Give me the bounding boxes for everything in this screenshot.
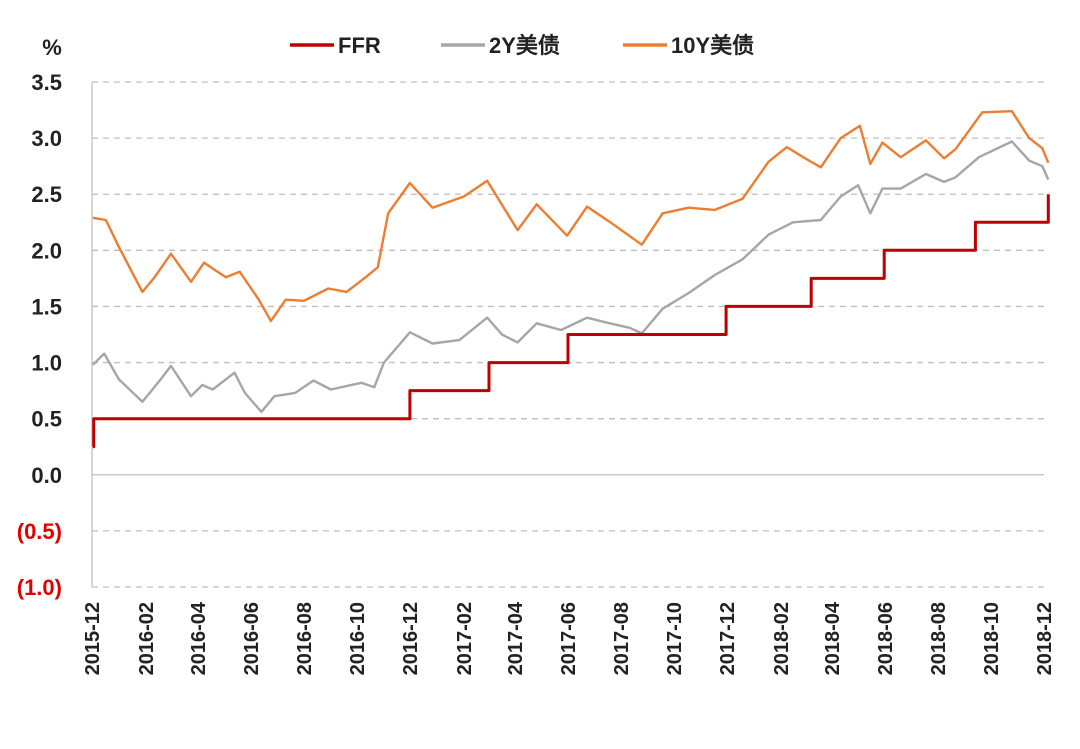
series-line-10y <box>92 110 1050 323</box>
x-tick-label: 2018-04 <box>822 601 844 675</box>
x-tick-label: 2017-12 <box>717 602 739 675</box>
x-tick-label: 2017-06 <box>558 602 580 675</box>
x-tick-label: 2016-04 <box>188 601 210 675</box>
x-tick-label: 2018-06 <box>875 602 897 675</box>
y-tick-label: (0.5) <box>17 519 62 544</box>
y-tick-label: 2.0 <box>31 238 62 263</box>
x-tick-label: 2017-10 <box>664 602 686 675</box>
series-lines <box>92 110 1050 449</box>
y-tick-label: 0.0 <box>31 463 62 488</box>
x-tick-label: 2017-02 <box>454 602 476 675</box>
legend-label: FFR <box>338 33 381 58</box>
legend-label: 10Y美债 <box>671 33 754 58</box>
x-tick-label: 2016-12 <box>400 602 422 675</box>
y-tick-label: 1.0 <box>31 351 62 376</box>
series-line-2y <box>92 140 1050 414</box>
y-tick-label: 2.5 <box>31 182 62 207</box>
series-line-ffr <box>92 194 1050 449</box>
legend: FFR 2Y美债 10Y美债 <box>290 33 754 58</box>
axes <box>91 82 1044 587</box>
x-tick-label: 2016-10 <box>347 602 369 675</box>
x-tick-label: 2015-12 <box>82 602 104 675</box>
y-axis-ticks: 3.5 3.0 2.5 2.0 1.5 1.0 0.5 0.0 (0.5) (1.0) <box>17 70 62 600</box>
y-tick-label: 3.5 <box>31 70 62 95</box>
y-tick-label: 0.5 <box>31 407 62 432</box>
y-tick-label: 3.0 <box>31 126 62 151</box>
x-tick-label: 2017-08 <box>611 602 633 675</box>
x-tick-label: 2017-04 <box>505 601 527 675</box>
x-tick-label: 2018-12 <box>1034 602 1056 675</box>
x-tick-label: 2016-02 <box>136 602 158 675</box>
y-tick-label: 1.5 <box>31 294 62 319</box>
x-tick-label: 2018-02 <box>771 602 793 675</box>
x-axis-ticks: 2015-12 2016-02 2016-04 2016-06 2016-08 2016-… <box>82 601 1056 675</box>
legend-label: 2Y美债 <box>489 33 560 58</box>
x-tick-label: 2018-08 <box>928 602 950 675</box>
x-tick-label: 2016-06 <box>241 602 263 675</box>
y-tick-label: (1.0) <box>17 575 62 600</box>
y-axis-unit: % <box>42 35 62 60</box>
x-tick-label: 2018-10 <box>981 602 1003 675</box>
x-tick-label: 2016-08 <box>294 602 316 675</box>
